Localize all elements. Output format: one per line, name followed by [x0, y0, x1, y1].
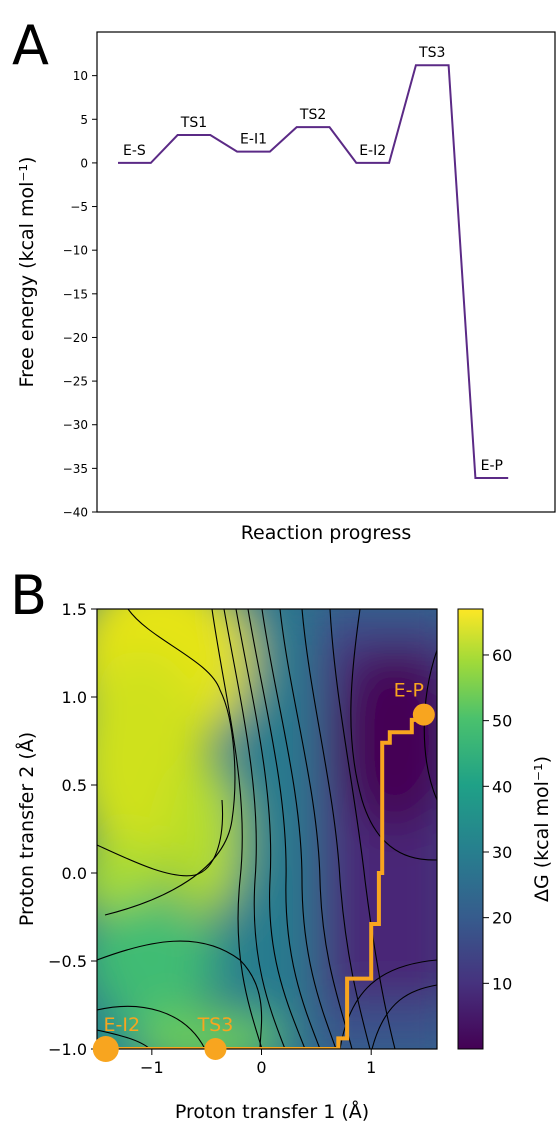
y-tick-label-a: −5 [70, 200, 88, 214]
state-label: E-P [481, 458, 503, 474]
y-tick-label-a: 10 [73, 69, 88, 83]
heatmap-area [70, 565, 460, 1070]
y-tick-label-a: −40 [63, 506, 88, 520]
y-tick-label-b: 1.5 [62, 600, 87, 619]
y-tick-label-b: 1.0 [62, 688, 87, 707]
y-tick-label-b: −0.5 [48, 952, 87, 971]
y-ticks-a: 10 5 0 −5 −10 −15 −20 −25 −30 −35 −40 [63, 69, 97, 519]
y-tick-label-a: −20 [63, 331, 88, 345]
x-axis-label-b: Proton transfer 1 (Å) [175, 1100, 369, 1123]
y-tick-label-b: 0.5 [62, 776, 87, 795]
heatmap-color-field [70, 565, 460, 1070]
colorbar-tick-label: 60 [492, 646, 512, 665]
y-tick-label-b: −1.0 [48, 1040, 87, 1059]
state-label: E-I2 [359, 143, 386, 159]
state-label: E-I1 [240, 132, 267, 148]
state-labels: E-S TS1 E-I1 TS2 E-I2 TS3 E-P [123, 45, 503, 474]
energy-line-path [118, 65, 508, 478]
path-point-label: E-I2 [103, 1014, 140, 1036]
y-tick-label-a: −15 [63, 287, 88, 301]
panel-label-a: A [12, 14, 49, 77]
y-tick-label-a: −35 [63, 462, 88, 476]
state-label: TS3 [418, 45, 445, 61]
x-tick-label-b: 1 [366, 1058, 376, 1077]
colorbar [458, 609, 483, 1049]
energy-line [118, 65, 508, 478]
path-point-marker [413, 704, 435, 726]
y-tick-label-a: −25 [63, 375, 88, 389]
state-label: E-S [123, 143, 146, 159]
path-point-marker [204, 1038, 226, 1060]
colorbar-tick-label: 10 [492, 974, 512, 993]
colorbar-ticks: 60 50 40 30 20 10 [483, 646, 512, 993]
path-point-label: E-P [394, 680, 424, 702]
axes-frame-a [97, 32, 555, 512]
energy-profile-chart: 10 5 0 −5 −10 −15 −20 −25 −30 −35 −40 E-S TS1 E-I1 TS… [16, 32, 555, 544]
y-axis-label-a: Free energy (kcal mol⁻¹) [16, 157, 38, 388]
y-tick-label-b: 0.0 [62, 864, 87, 883]
x-axis-label-a: Reaction progress [241, 522, 412, 544]
y-tick-label-a: 0 [80, 156, 88, 170]
y-axis-label-b: Proton transfer 2 (Å) [15, 732, 38, 926]
x-tick-label-b: 0 [256, 1058, 266, 1077]
colorbar-tick-label: 50 [492, 712, 512, 731]
state-label: TS1 [180, 115, 207, 131]
path-point-marker [93, 1036, 119, 1062]
panel-label-b: B [10, 564, 47, 627]
colorbar-tick-label: 30 [492, 843, 512, 862]
path-point-label: TS3 [197, 1014, 234, 1036]
colorbar-label: ΔG (kcal mol⁻¹) [531, 756, 553, 902]
colorbar-tick-label: 20 [492, 909, 512, 928]
state-label: TS2 [299, 107, 326, 123]
colorbar-tick-label: 40 [492, 777, 512, 796]
free-energy-surface: −1 0 1 1.5 1.0 0.5 0.0 −0.5 −1.0 E-I2 TS3 E-P Prot… [15, 565, 553, 1123]
y-tick-label-a: 5 [80, 113, 88, 127]
y-tick-label-a: −30 [63, 418, 88, 432]
y-tick-label-a: −10 [63, 244, 88, 258]
x-tick-label-b: −1 [140, 1058, 164, 1077]
